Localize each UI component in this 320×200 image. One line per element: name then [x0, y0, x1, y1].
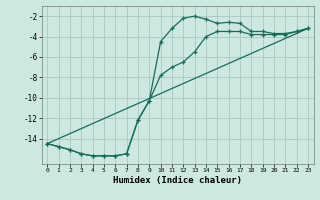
X-axis label: Humidex (Indice chaleur): Humidex (Indice chaleur) — [113, 176, 242, 185]
